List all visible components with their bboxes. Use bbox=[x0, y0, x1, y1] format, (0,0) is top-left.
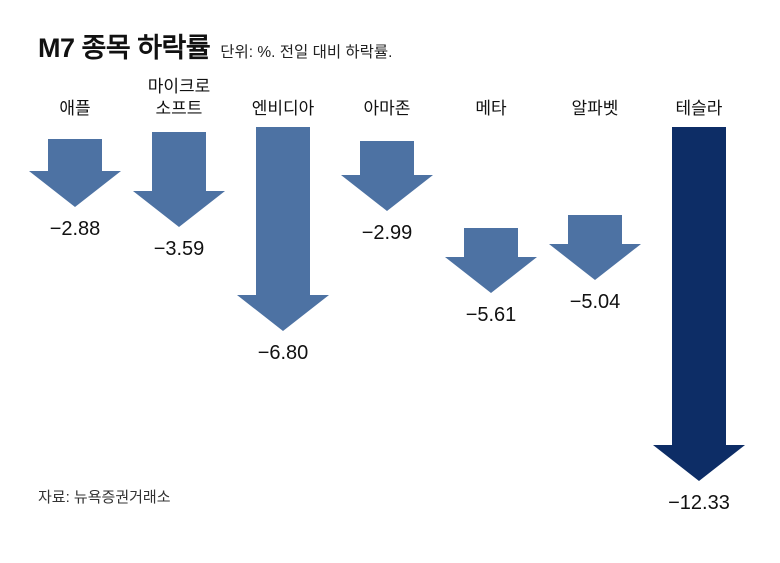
chart-header: M7 종목 하락률 단위: %. 전일 대비 하락률. bbox=[38, 26, 393, 65]
value-label-2: −6.80 bbox=[257, 342, 309, 364]
down-arrow-4 bbox=[445, 228, 537, 293]
category-label-4: 메타 bbox=[475, 98, 507, 118]
category-label-5: 알파벳 bbox=[571, 98, 619, 118]
category-label-0: 애플 bbox=[59, 98, 91, 118]
value-label-5: −5.04 bbox=[569, 291, 621, 313]
category-label-2: 엔비디아 bbox=[251, 98, 315, 118]
value-label-6: −12.33 bbox=[668, 492, 730, 514]
value-label-4: −5.61 bbox=[465, 304, 517, 326]
category-label-3: 아마존 bbox=[363, 98, 411, 118]
down-arrow-2 bbox=[237, 127, 329, 331]
source-note: 자료: 뉴욕증권거래소 bbox=[38, 489, 171, 506]
value-label-1: −3.59 bbox=[153, 238, 205, 260]
down-arrow-1 bbox=[133, 132, 225, 227]
category-label-6: 테슬라 bbox=[675, 98, 723, 118]
down-arrow-5 bbox=[549, 215, 641, 280]
value-label-3: −2.99 bbox=[361, 222, 413, 244]
value-label-0: −2.88 bbox=[49, 218, 101, 240]
chart-title: M7 종목 하락률 bbox=[38, 33, 211, 63]
down-arrow-0 bbox=[29, 139, 121, 207]
down-arrow-6 bbox=[653, 127, 745, 481]
chart-unit-note: 단위: %. 전일 대비 하락률. bbox=[220, 44, 393, 61]
category-label-1: 마이크로 소프트 bbox=[147, 76, 211, 118]
down-arrow-3 bbox=[341, 141, 433, 211]
